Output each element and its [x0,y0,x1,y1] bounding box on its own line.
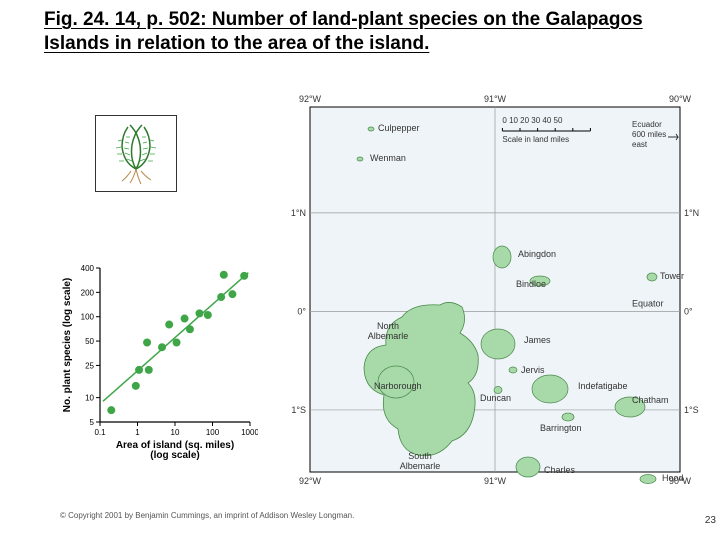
svg-text:Indefatigabe: Indefatigabe [578,381,628,391]
svg-text:50: 50 [85,337,94,346]
svg-text:25: 25 [85,361,94,370]
svg-text:Scale in land miles: Scale in land miles [502,135,569,144]
svg-text:92°W: 92°W [299,94,322,104]
svg-text:South: South [408,451,432,461]
svg-text:Chatham: Chatham [632,395,669,405]
svg-text:600 miles: 600 miles [632,130,666,139]
svg-text:Hood: Hood [662,473,684,483]
svg-text:North: North [377,321,399,331]
figure-title: Fig. 24. 14, p. 502: Number of land-plan… [44,8,684,56]
svg-text:400: 400 [81,264,95,273]
svg-text:Equator: Equator [632,298,664,308]
svg-text:Tower: Tower [660,271,684,281]
svg-text:91°W: 91°W [484,476,507,486]
svg-text:1°S: 1°S [291,405,306,415]
svg-text:Albemarle: Albemarle [368,331,409,341]
plant-illustration [95,115,177,192]
svg-text:0°: 0° [297,306,306,316]
svg-text:91°W: 91°W [484,94,507,104]
svg-text:Albemarle: Albemarle [400,461,441,471]
svg-text:No. plant species (log scale): No. plant species (log scale) [62,278,73,412]
svg-text:Jervis: Jervis [521,365,545,375]
svg-text:1°N: 1°N [684,208,699,218]
svg-text:0.1: 0.1 [94,428,106,437]
svg-text:200: 200 [81,288,95,297]
svg-text:92°W: 92°W [299,476,322,486]
svg-text:Bindloe: Bindloe [516,279,546,289]
svg-text:0°: 0° [684,306,693,316]
copyright-text: © Copyright 2001 by Benjamin Cummings, a… [60,511,354,520]
page-number: 23 [705,515,716,526]
svg-text:100: 100 [81,313,95,322]
svg-text:Abingdon: Abingdon [518,249,556,259]
svg-text:Narborough: Narborough [374,381,422,391]
fern-icon [116,125,156,184]
svg-text:5: 5 [90,418,95,427]
svg-text:Ecuador: Ecuador [632,120,662,129]
svg-text:90°W: 90°W [669,94,692,104]
svg-text:1°N: 1°N [291,208,306,218]
svg-text:0 10 20 30 40 50: 0 10 20 30 40 50 [502,116,563,125]
svg-text:1: 1 [135,428,140,437]
scatter-plot: 0.111010010005102550100200400Area of isl… [58,262,258,462]
svg-text:east: east [632,140,648,149]
svg-text:100: 100 [206,428,220,437]
svg-text:James: James [524,335,551,345]
svg-text:Duncan: Duncan [480,393,511,403]
svg-text:Charles: Charles [544,465,576,475]
svg-text:(log scale): (log scale) [150,450,199,461]
svg-text:Wenman: Wenman [370,153,406,163]
galapagos-map: 92°W92°W91°W91°W90°W90°W1°N1°N0°0°1°S1°S… [280,87,710,492]
svg-text:10: 10 [85,394,94,403]
svg-text:1°S: 1°S [684,405,699,415]
svg-text:10: 10 [171,428,180,437]
svg-text:1000: 1000 [241,428,258,437]
svg-text:Culpepper: Culpepper [378,123,420,133]
svg-text:Barrington: Barrington [540,423,582,433]
